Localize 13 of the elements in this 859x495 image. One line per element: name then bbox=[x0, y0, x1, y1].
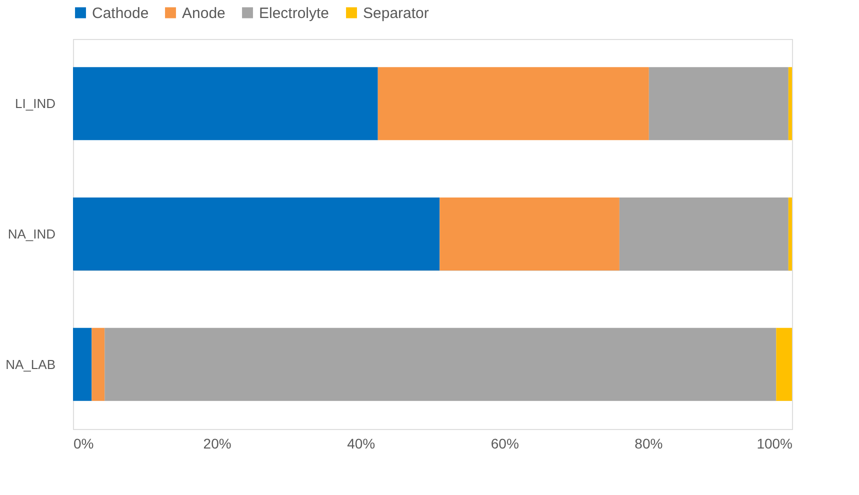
x-tick-label: 40% bbox=[347, 436, 376, 452]
y-tick-label: NA_IND bbox=[8, 226, 56, 242]
legend-label: Cathode bbox=[92, 4, 149, 22]
x-tick-label: 0% bbox=[74, 436, 94, 452]
x-tick-label: 100% bbox=[756, 436, 792, 452]
y-tick-label: LI_IND bbox=[15, 96, 56, 112]
legend-label: Separator bbox=[363, 4, 429, 22]
legend-label: Anode bbox=[182, 4, 226, 22]
x-tick-label: 20% bbox=[203, 436, 232, 452]
legend-label: Electrolyte bbox=[259, 4, 330, 22]
y-tick-label: NA_LAB bbox=[6, 356, 56, 372]
x-tick-label: 60% bbox=[490, 436, 519, 452]
x-tick-label: 80% bbox=[634, 436, 663, 452]
